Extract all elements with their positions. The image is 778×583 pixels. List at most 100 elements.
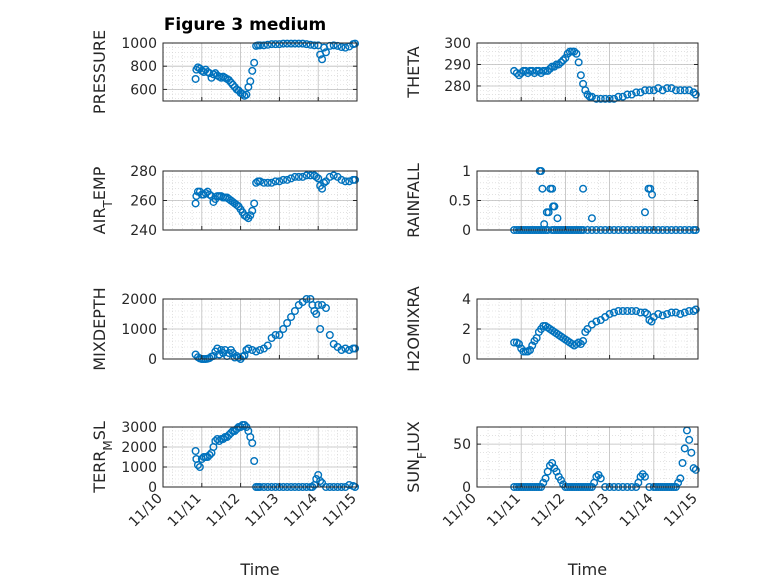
data-point — [649, 86, 658, 95]
data-point — [287, 174, 296, 183]
data-point — [219, 435, 228, 444]
data-point — [226, 429, 235, 438]
data-point — [271, 177, 280, 186]
data-point — [592, 94, 601, 103]
data-point — [279, 325, 288, 334]
data-point — [514, 340, 523, 349]
data-point — [279, 39, 288, 48]
data-point — [244, 344, 253, 353]
data-point — [691, 465, 700, 474]
data-point — [689, 88, 698, 97]
data-point — [691, 305, 700, 314]
data-point — [267, 40, 276, 49]
data-point — [539, 478, 548, 487]
data-point — [191, 199, 200, 208]
data-point — [341, 177, 350, 186]
data-point — [647, 317, 656, 326]
data-point — [318, 55, 327, 64]
data-point — [663, 310, 672, 319]
data-point — [680, 308, 689, 317]
y-tick-label: 800 — [130, 59, 157, 75]
data-point — [648, 190, 657, 199]
data-point — [312, 172, 321, 181]
y-tick-label: 4 — [462, 292, 471, 308]
data-point — [676, 310, 685, 319]
data-point — [290, 307, 299, 316]
data-point — [614, 92, 623, 101]
data-point — [302, 171, 311, 180]
data-point — [614, 307, 623, 316]
data-point — [248, 346, 257, 355]
data-point — [592, 472, 601, 481]
y-tick-label: 1000 — [121, 322, 157, 338]
data-point — [312, 475, 321, 484]
y-tick-label: 0 — [462, 352, 471, 368]
data-point — [510, 338, 519, 347]
data-point — [283, 319, 292, 328]
data-point — [658, 311, 667, 320]
data-point — [337, 175, 346, 184]
y-tick-label: 2000 — [121, 292, 157, 308]
data-point — [674, 478, 683, 487]
data-point — [678, 459, 687, 468]
data-point — [312, 310, 321, 319]
data-point — [548, 184, 557, 193]
subplot-sun-flux: 0 50 11/10 11/11 11/12 11/13 11/14 11/15 SUNFLUX… — [404, 421, 701, 579]
data-point — [316, 325, 325, 334]
y-tick-label: 260 — [130, 194, 157, 210]
data-point — [321, 304, 330, 313]
y-tick-label: 3000 — [121, 420, 157, 436]
data-point — [191, 74, 200, 83]
data-point — [215, 350, 224, 359]
data-point — [550, 62, 559, 71]
data-point — [556, 58, 565, 67]
x-tick-label: 11/14 — [617, 490, 657, 530]
y-tick-label: 1000 — [121, 460, 157, 476]
data-point — [667, 308, 676, 317]
axes-box — [162, 426, 358, 488]
figure-title: Figure 3 medium — [164, 15, 326, 35]
axes-box — [476, 42, 699, 102]
x-tick-label: 11/12 — [528, 491, 568, 531]
data-point — [623, 90, 632, 99]
data-point — [298, 172, 307, 181]
data-point — [618, 307, 627, 316]
data-point — [283, 175, 292, 184]
x-tick-label: 11/14 — [281, 490, 321, 530]
data-point — [685, 435, 694, 444]
data-point — [351, 175, 360, 184]
data-point — [654, 84, 663, 93]
data-point — [248, 206, 257, 215]
data-point — [279, 175, 288, 184]
data-point — [294, 39, 303, 48]
data-point — [645, 86, 654, 95]
data-point — [290, 39, 299, 48]
data-point — [325, 172, 334, 181]
data-point — [325, 331, 334, 340]
data-point — [252, 347, 261, 356]
data-point — [191, 447, 200, 456]
data-point — [658, 86, 667, 95]
data-point — [632, 307, 641, 316]
data-point — [320, 178, 329, 187]
data-point — [592, 317, 601, 326]
data-point — [329, 171, 338, 180]
y-tick-label: 0 — [462, 480, 471, 496]
data-point — [314, 301, 323, 310]
data-point — [667, 84, 676, 93]
subplot-h2omixra: 0 2 4 H2OMIXRA — [404, 286, 700, 372]
data-point — [250, 457, 259, 466]
data-point — [574, 58, 583, 67]
y-tick-label: 0 — [462, 223, 471, 239]
data-point — [306, 40, 315, 49]
data-point — [224, 76, 233, 85]
x-tick-label: 11/13 — [242, 491, 282, 531]
data-point — [636, 88, 645, 97]
data-point — [605, 94, 614, 103]
y-tick-label: 280 — [130, 164, 157, 180]
y-tick-label: 50 — [453, 437, 471, 453]
data-point — [246, 77, 255, 86]
y-axis-label: AIRTEMP — [90, 166, 115, 234]
data-point — [587, 214, 596, 223]
